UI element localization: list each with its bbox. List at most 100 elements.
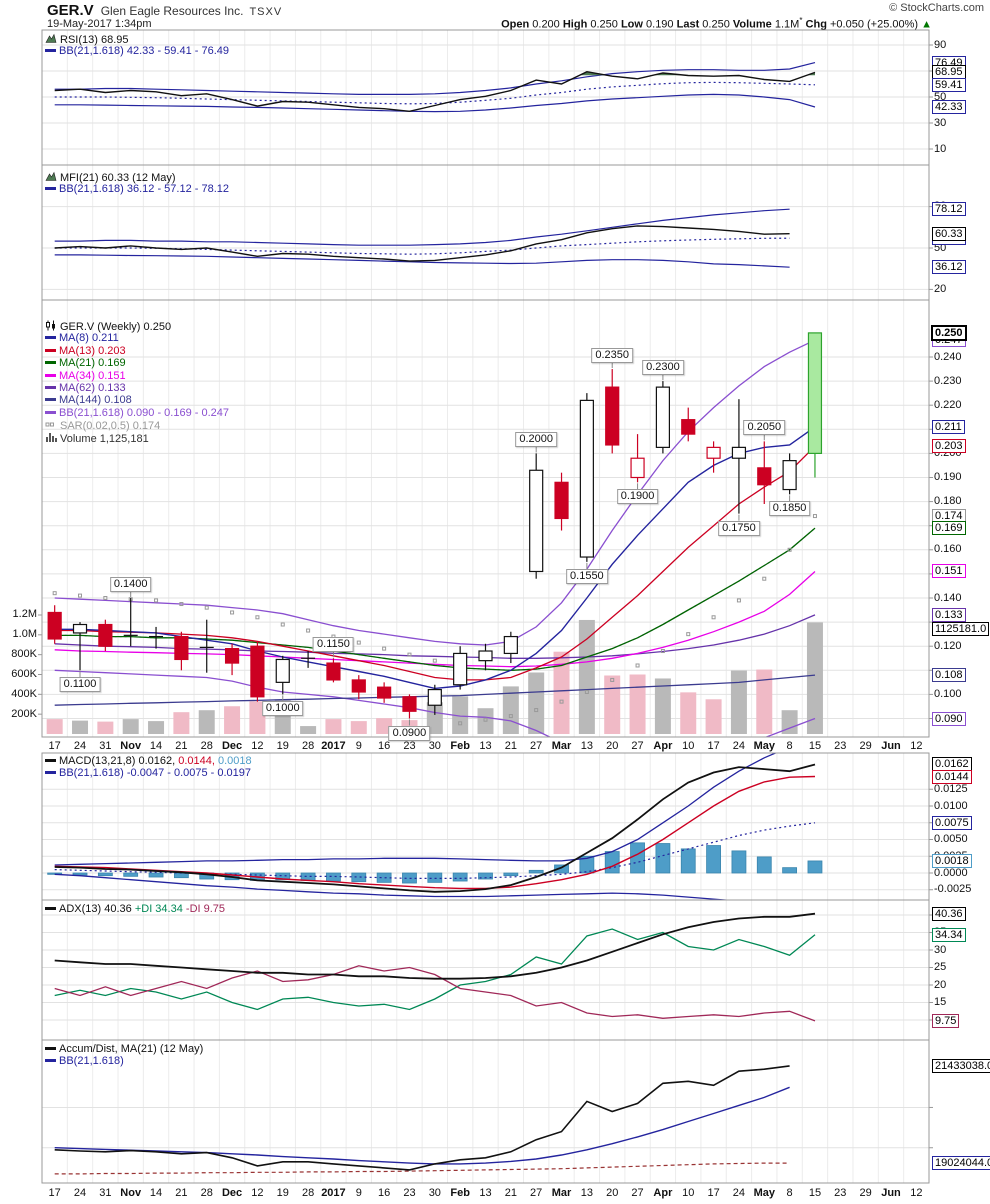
sar-dot <box>711 615 716 620</box>
sar-dot <box>356 640 361 645</box>
candle-body <box>250 645 265 698</box>
panel-price <box>42 300 929 737</box>
volume-bar <box>325 719 342 734</box>
candle-body <box>275 658 290 683</box>
candle-body <box>377 686 392 699</box>
sar-dot <box>458 721 463 726</box>
volume-bar <box>604 675 621 734</box>
macd-histogram-bar <box>47 872 63 875</box>
volume-bar <box>680 692 697 734</box>
volume-bar <box>173 712 190 734</box>
sar-dot <box>154 598 159 603</box>
macd-histogram-bar <box>554 864 569 874</box>
candle-body <box>402 696 417 712</box>
text-part: Open <box>501 18 533 31</box>
candle-body <box>579 399 594 558</box>
macd-histogram-bar <box>630 842 645 874</box>
macd-histogram-bar <box>427 872 443 883</box>
macd-histogram-bar <box>731 850 747 874</box>
ticker-symbol: GER.V <box>47 2 94 19</box>
copyright-label: © StockCharts.com <box>889 2 984 14</box>
text-part: * <box>799 16 803 25</box>
sar-dot <box>306 628 311 633</box>
sar-dot <box>610 677 615 682</box>
series-accum-dist <box>54 1065 790 1171</box>
sar-dot <box>686 632 691 637</box>
panel-rsi <box>42 30 929 165</box>
candle-body <box>224 648 240 664</box>
sar-dot <box>812 514 817 519</box>
volume-bar <box>350 721 367 734</box>
candle-body <box>782 460 797 491</box>
volume-bar <box>528 672 545 734</box>
volume-bar <box>97 721 114 734</box>
sar-dot <box>432 658 437 663</box>
volume-bar <box>72 720 89 734</box>
sar-dot <box>103 596 108 600</box>
macd-histogram-bar <box>376 872 392 883</box>
exchange-label: TSXV <box>249 6 283 18</box>
candle-body <box>453 652 468 686</box>
text-part: 0.200 <box>532 18 563 31</box>
volume-bar <box>553 651 570 734</box>
sar-dot <box>280 622 285 627</box>
text-part: Chg <box>805 18 830 31</box>
sar-dot <box>230 610 235 615</box>
candle-body <box>174 635 189 661</box>
volume-bar <box>578 619 595 734</box>
volume-bar <box>148 721 165 734</box>
macd-histogram-bar <box>402 872 417 884</box>
volume-bar <box>705 699 722 734</box>
macd-histogram-bar <box>756 856 772 874</box>
text-part: High <box>562 18 591 31</box>
macd-histogram-bar <box>503 872 519 877</box>
panel-accum <box>42 1040 929 1183</box>
sar-dot <box>559 699 564 704</box>
macd-histogram-bar <box>604 851 620 874</box>
sar-dot <box>204 605 209 610</box>
candle-body <box>478 650 493 662</box>
series-bb-upper <box>54 208 790 246</box>
volume-bar <box>781 710 798 734</box>
macd-histogram-bar <box>478 872 493 880</box>
series-mfi <box>54 225 790 262</box>
text-part: Volume <box>732 18 775 31</box>
candle-body <box>757 467 772 486</box>
sar-dot <box>407 652 412 657</box>
volume-bar <box>198 710 215 734</box>
sar-dot <box>660 649 665 654</box>
panel-mfi <box>42 165 929 300</box>
candle-body <box>681 419 696 435</box>
candle-body <box>47 611 62 640</box>
chart-datetime: 19-May-2017 1:34pm <box>47 18 152 30</box>
candle-body <box>655 386 671 448</box>
sar-dot <box>762 576 767 581</box>
macd-histogram-bar <box>326 872 341 882</box>
volume-bar <box>452 696 469 734</box>
macd-histogram-bar <box>97 872 113 877</box>
text-part: 0.190 <box>646 18 677 31</box>
candle-body <box>605 386 620 446</box>
sar-dot <box>635 663 640 668</box>
panel-frame <box>41 1039 930 1184</box>
volume-bar <box>122 719 139 734</box>
series-minus-di <box>54 965 816 1022</box>
text-part: ▲ <box>921 18 932 31</box>
candle-body <box>326 662 341 681</box>
volume-bar <box>629 674 646 734</box>
panel-frame <box>41 899 930 1041</box>
text-part: 1.1M <box>774 18 800 31</box>
candle-body <box>72 623 88 634</box>
panel-adx <box>42 900 929 1040</box>
volume-bar <box>730 670 747 734</box>
chart-header: GER.V Glen Eagle Resources Inc. TSXV <box>47 2 282 20</box>
sar-dot <box>382 646 387 651</box>
macd-histogram-bar <box>72 872 88 876</box>
panel-macd <box>42 753 929 900</box>
text-part: Low <box>620 18 647 31</box>
candle-body <box>351 679 366 693</box>
sar-dot <box>584 689 589 694</box>
sar-dot <box>255 615 260 620</box>
